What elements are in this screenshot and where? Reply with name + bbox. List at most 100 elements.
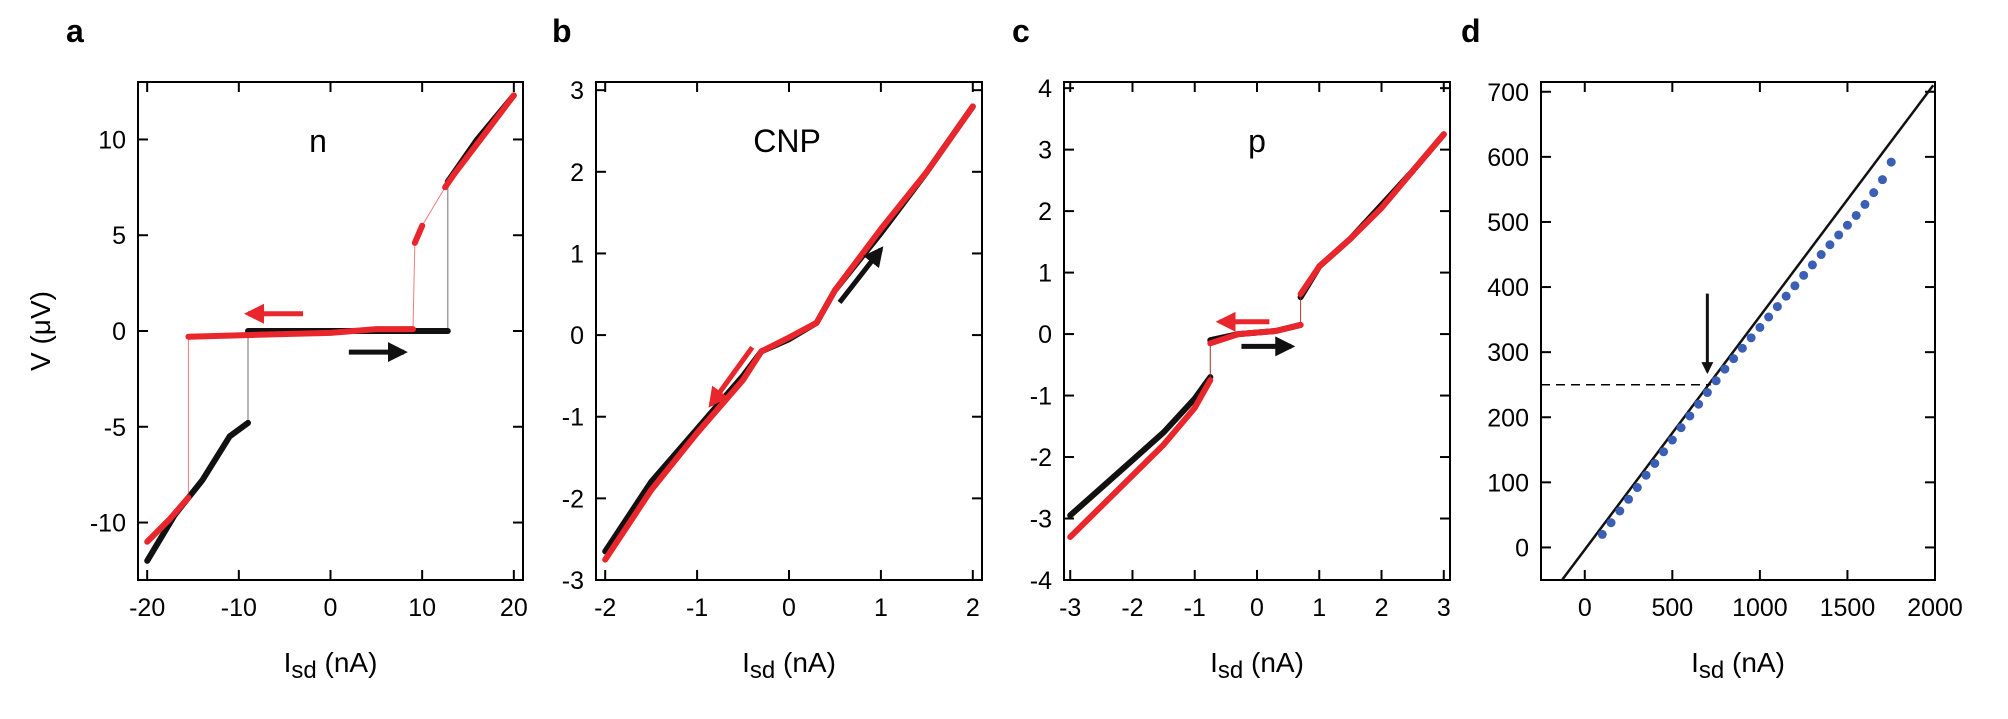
x-tick-label: 2000: [1907, 594, 1963, 622]
jump-line: [421, 187, 446, 226]
series-segment: [1067, 377, 1214, 540]
data-point: [1650, 458, 1660, 468]
data-point: [1869, 188, 1879, 198]
y-tick-label: -2: [1030, 444, 1052, 472]
data-point: [1729, 354, 1739, 364]
data-point: [1807, 260, 1817, 270]
y-tick-label: 0: [570, 322, 584, 350]
y-tick-label: 300: [1487, 339, 1529, 367]
data-point: [1755, 322, 1765, 332]
series-segment: [144, 419, 251, 564]
x-axis-title: Isd (nA): [742, 647, 836, 684]
data-point: [1851, 210, 1861, 220]
y-tick-label: 4: [1038, 75, 1052, 103]
series-segment: [442, 92, 517, 191]
x-tick-label: 2: [966, 594, 980, 622]
data-point: [1615, 506, 1625, 516]
x-axis-title: Isd (nA): [1210, 647, 1304, 684]
data-point: [1667, 435, 1677, 445]
x-tick-label: -1: [1184, 594, 1206, 622]
y-tick-label: 0: [1038, 321, 1052, 349]
series-sweep-up: [1067, 131, 1447, 519]
x-tick-label: -2: [594, 594, 616, 622]
series-sweep-down: [602, 103, 976, 563]
y-tick-label: -2: [562, 485, 584, 513]
regime-label: CNP: [753, 123, 821, 159]
data-point: [1685, 411, 1695, 421]
y-tick-label: 0: [112, 318, 126, 346]
series-segment: [1207, 321, 1304, 347]
series-sweep-down: [1067, 131, 1447, 540]
panel-label: c: [1012, 13, 1030, 49]
y-tick-label: 3: [570, 77, 584, 105]
plot-area: [144, 92, 517, 564]
x-tick-label: -3: [1059, 594, 1081, 622]
panel-label: a: [66, 13, 84, 49]
y-tick-label: -5: [104, 414, 126, 442]
x-tick-label: 2: [1375, 594, 1389, 622]
series-sweep-up: [602, 103, 976, 555]
x-axis-title: Isd (nA): [1691, 647, 1785, 684]
data-point: [1877, 175, 1887, 185]
data-point: [1641, 470, 1651, 480]
plot-frame: [1540, 81, 1936, 581]
x-axis-title: Isd (nA): [284, 647, 378, 684]
data-point: [1842, 220, 1852, 230]
y-tick-label: 200: [1487, 404, 1529, 432]
regime-label: p: [1248, 123, 1266, 159]
data-point: [1711, 376, 1721, 386]
y-tick-label: -4: [1030, 567, 1052, 595]
regime-label: n: [309, 123, 327, 159]
data-point: [1746, 333, 1756, 343]
series-sweep-down: [144, 92, 517, 545]
y-tick-label: 0: [1515, 534, 1529, 562]
data-point: [1659, 447, 1669, 457]
x-tick-label: 1: [1312, 594, 1326, 622]
data-point: [1676, 423, 1686, 433]
y-tick-label: 700: [1487, 79, 1529, 107]
y-tick-label: -3: [562, 567, 584, 595]
series-segment: [602, 103, 976, 555]
y-tick-label: 1: [570, 240, 584, 268]
x-tick-label: 1: [874, 594, 888, 622]
linear-fit-line: [1561, 84, 1935, 580]
series-segment: [602, 103, 976, 563]
plot-area: [602, 103, 976, 563]
y-tick-label: 100: [1487, 469, 1529, 497]
y-tick-label: 400: [1487, 274, 1529, 302]
series-segment: [144, 494, 192, 545]
data-point: [1632, 483, 1642, 493]
data-point: [1772, 302, 1782, 312]
data-point: [1886, 157, 1896, 167]
sweep-arrow: [708, 345, 755, 408]
x-tick-label: 0: [1578, 594, 1592, 622]
plot-area: [1067, 131, 1447, 540]
y-tick-label: 2: [1038, 198, 1052, 226]
data-point: [1834, 230, 1844, 240]
data-point: [1816, 250, 1826, 260]
y-tick-label: 500: [1487, 209, 1529, 237]
data-point: [1694, 399, 1704, 409]
y-tick-label: -10: [90, 510, 126, 538]
plot-area: [1561, 84, 1935, 580]
panel-a: a -20 -10 0 10 20 -10 -5 0 5 10 Isd (nA) V (μV) n: [25, 13, 528, 684]
series-segment: [1067, 374, 1214, 519]
x-tick-label: 0: [324, 594, 338, 622]
y-axis-title: V (μV): [25, 291, 56, 371]
y-tick-label: -1: [1030, 383, 1052, 411]
data-point: [1781, 291, 1791, 301]
data-point: [1860, 199, 1870, 209]
y-tick-label: -3: [1030, 506, 1052, 534]
x-tick-label: -20: [129, 594, 165, 622]
x-tick-label: 0: [1250, 594, 1264, 622]
y-tick-label: -1: [562, 404, 584, 432]
x-tick-label: -10: [221, 594, 257, 622]
x-tick-label: -2: [1121, 594, 1143, 622]
x-tick-label: -1: [686, 594, 708, 622]
x-tick-label: 3: [1437, 594, 1451, 622]
series-segment: [1297, 131, 1447, 298]
series-segment: [185, 326, 416, 340]
data-point: [1720, 364, 1730, 374]
sweep-arrow: [837, 246, 884, 304]
